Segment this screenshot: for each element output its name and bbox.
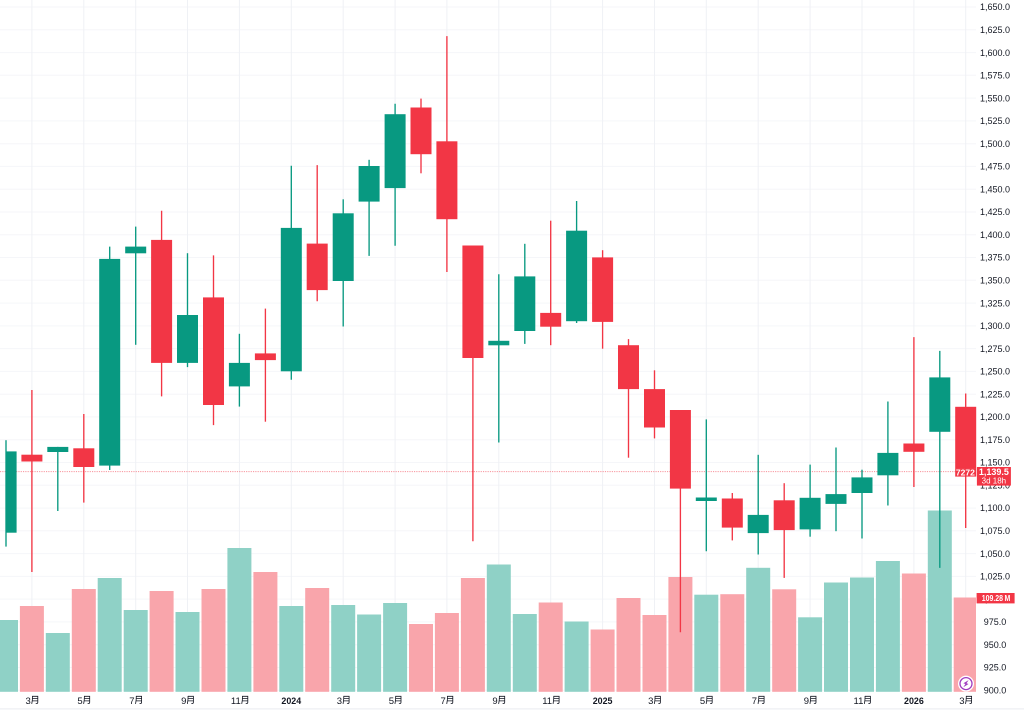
- svg-text:3: 3: [26, 696, 31, 707]
- svg-text:109.28 M: 109.28 M: [982, 594, 1011, 603]
- svg-text:1,275.0: 1,275.0: [980, 344, 1010, 354]
- svg-text:1,650.0: 1,650.0: [980, 2, 1010, 12]
- svg-text:1,225.0: 1,225.0: [980, 389, 1010, 399]
- svg-text:1,500.0: 1,500.0: [980, 139, 1010, 149]
- svg-text:1,350.0: 1,350.0: [980, 276, 1010, 286]
- svg-text:3: 3: [648, 696, 653, 707]
- svg-text:3: 3: [959, 696, 964, 707]
- svg-text:7272: 7272: [956, 467, 975, 477]
- svg-text:11: 11: [854, 696, 864, 707]
- svg-text:1,250.0: 1,250.0: [980, 367, 1010, 377]
- svg-text:1,600.0: 1,600.0: [980, 48, 1010, 58]
- svg-text:1,450.0: 1,450.0: [980, 184, 1010, 194]
- svg-text:1,325.0: 1,325.0: [980, 298, 1010, 308]
- svg-text:1,050.0: 1,050.0: [980, 549, 1010, 559]
- svg-text:3d 18h: 3d 18h: [982, 476, 1006, 485]
- svg-text:7: 7: [441, 696, 446, 707]
- svg-text:1,400.0: 1,400.0: [980, 230, 1010, 240]
- svg-text:3: 3: [337, 696, 342, 707]
- svg-text:9: 9: [804, 696, 809, 707]
- svg-text:5: 5: [77, 696, 82, 707]
- svg-text:11: 11: [542, 696, 552, 707]
- svg-text:925.0: 925.0: [984, 663, 1007, 673]
- svg-text:1,200.0: 1,200.0: [980, 412, 1010, 422]
- svg-text:9: 9: [181, 696, 186, 707]
- svg-text:950.0: 950.0: [984, 640, 1007, 650]
- svg-text:1,100.0: 1,100.0: [980, 503, 1010, 513]
- svg-text:975.0: 975.0: [984, 617, 1007, 627]
- svg-text:1,575.0: 1,575.0: [980, 71, 1010, 81]
- svg-text:2025: 2025: [593, 696, 613, 706]
- svg-text:1,175.0: 1,175.0: [980, 435, 1010, 445]
- svg-text:2026: 2026: [904, 696, 924, 706]
- svg-text:1,025.0: 1,025.0: [980, 572, 1010, 582]
- svg-text:1,425.0: 1,425.0: [980, 207, 1010, 217]
- svg-text:1,375.0: 1,375.0: [980, 253, 1010, 263]
- svg-text:7: 7: [752, 696, 757, 707]
- svg-text:1,300.0: 1,300.0: [980, 321, 1010, 331]
- svg-text:2024: 2024: [281, 696, 301, 706]
- svg-text:11: 11: [231, 696, 241, 707]
- svg-text:1,139.5: 1,139.5: [979, 467, 1009, 477]
- svg-text:1,525.0: 1,525.0: [980, 116, 1010, 126]
- svg-text:7: 7: [129, 696, 134, 707]
- svg-text:900.0: 900.0: [984, 686, 1007, 696]
- svg-text:9: 9: [492, 696, 497, 707]
- svg-text:5: 5: [700, 696, 705, 707]
- svg-text:1,075.0: 1,075.0: [980, 526, 1010, 536]
- svg-text:1,150.0: 1,150.0: [980, 458, 1010, 468]
- svg-text:1,475.0: 1,475.0: [980, 162, 1010, 172]
- svg-text:1,550.0: 1,550.0: [980, 93, 1010, 103]
- svg-text:5: 5: [389, 696, 394, 707]
- svg-text:1,625.0: 1,625.0: [980, 25, 1010, 35]
